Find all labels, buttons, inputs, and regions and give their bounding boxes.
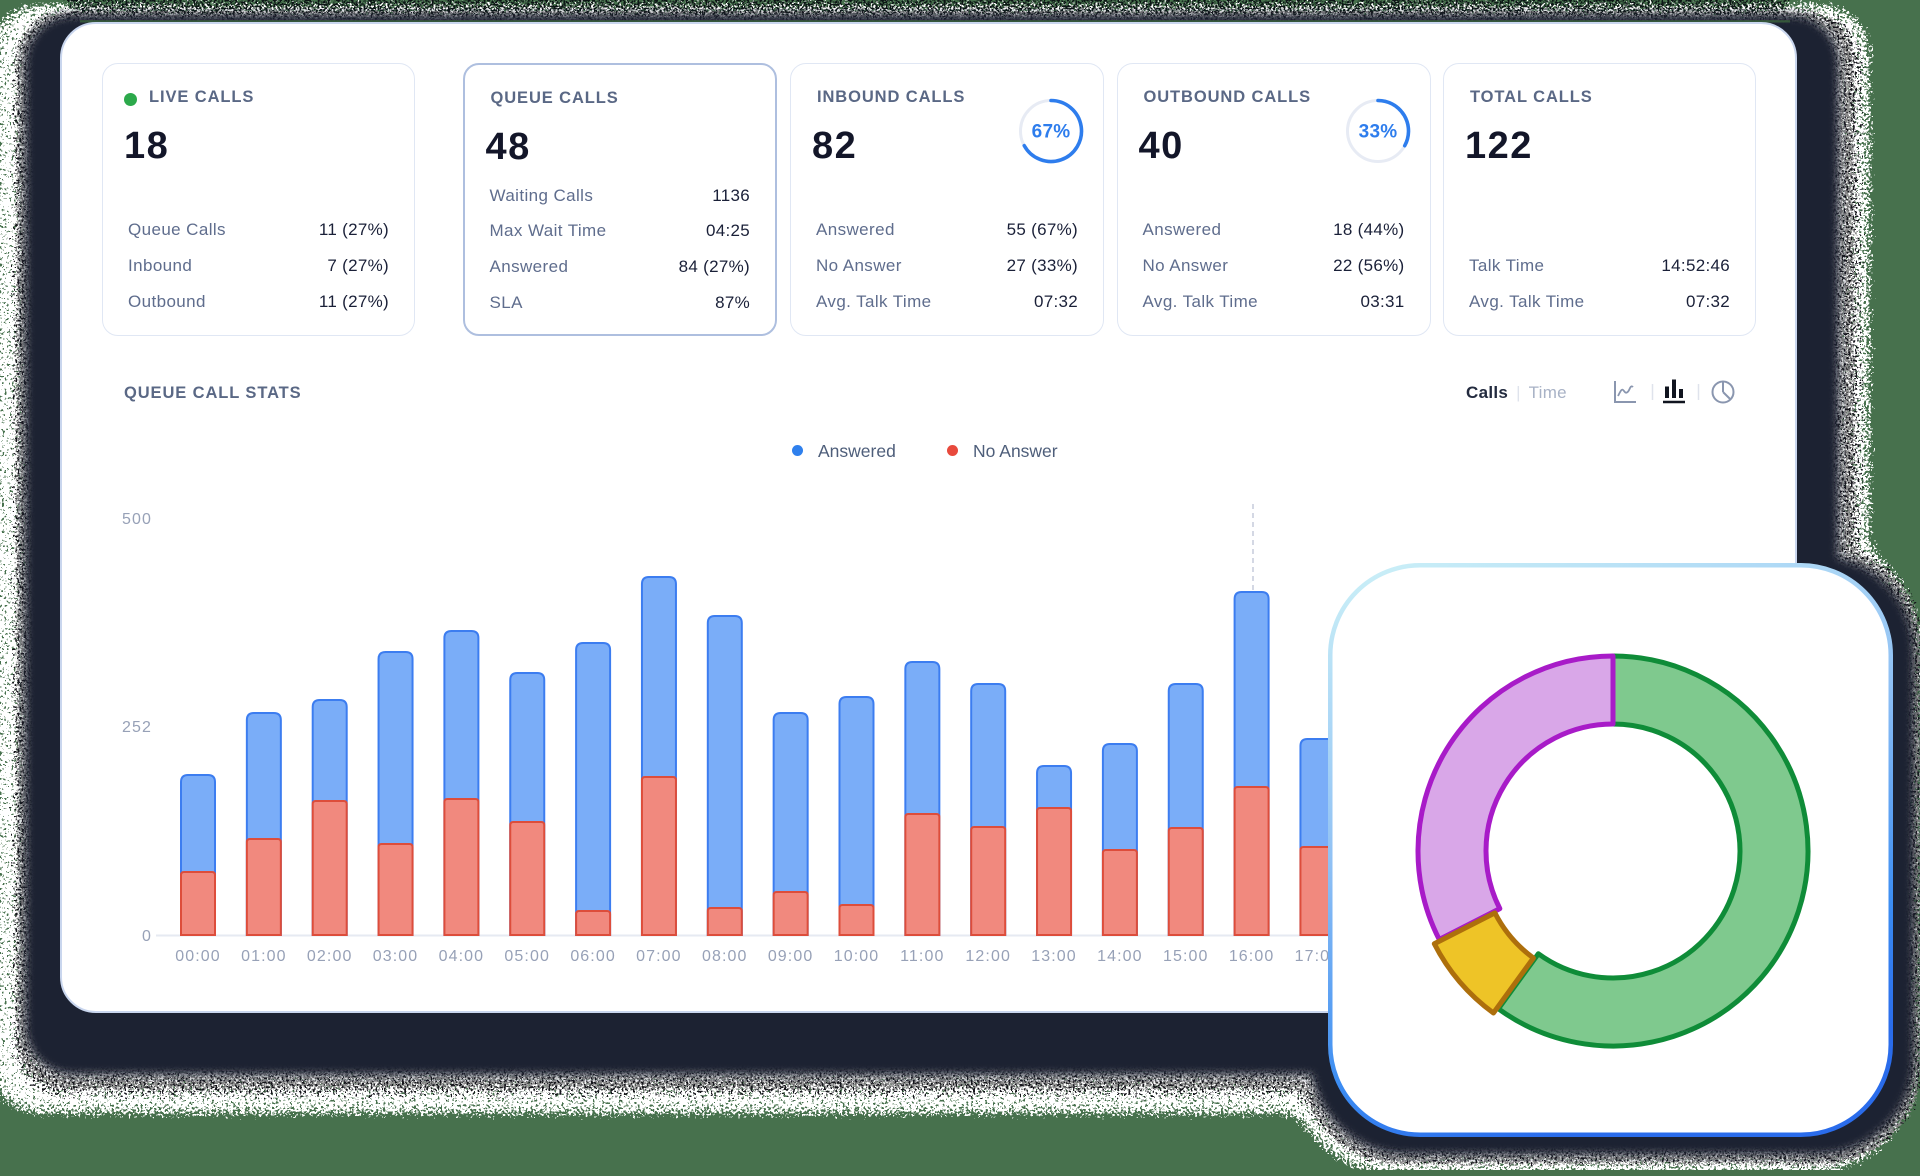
- svg-text:16:00: 16:00: [1229, 948, 1275, 965]
- svg-text:01:00: 01:00: [241, 948, 287, 965]
- svg-text:11:00: 11:00: [900, 948, 944, 965]
- svg-text:05:00: 05:00: [504, 948, 550, 965]
- svg-text:67%: 67%: [1032, 121, 1071, 142]
- svg-text:03:00: 03:00: [373, 948, 419, 965]
- svg-text:10:00: 10:00: [834, 948, 880, 965]
- svg-text:12:00: 12:00: [965, 948, 1011, 965]
- svg-text:500: 500: [122, 511, 152, 528]
- svg-text:09:00: 09:00: [768, 948, 814, 965]
- svg-text:17:00: 17:00: [1295, 948, 1341, 965]
- svg-text:02:00: 02:00: [307, 948, 353, 965]
- svg-text:07:00: 07:00: [636, 948, 682, 965]
- svg-text:14:00: 14:00: [1097, 948, 1143, 965]
- svg-text:13:00: 13:00: [1031, 948, 1077, 965]
- svg-text:08:00: 08:00: [702, 948, 748, 965]
- svg-text:0: 0: [142, 928, 152, 945]
- svg-text:15:00: 15:00: [1163, 948, 1209, 965]
- svg-text:00:00: 00:00: [175, 948, 221, 965]
- svg-text:06:00: 06:00: [570, 948, 616, 965]
- svg-text:252: 252: [122, 719, 152, 736]
- svg-text:04:00: 04:00: [439, 948, 485, 965]
- svg-text:33%: 33%: [1358, 121, 1397, 142]
